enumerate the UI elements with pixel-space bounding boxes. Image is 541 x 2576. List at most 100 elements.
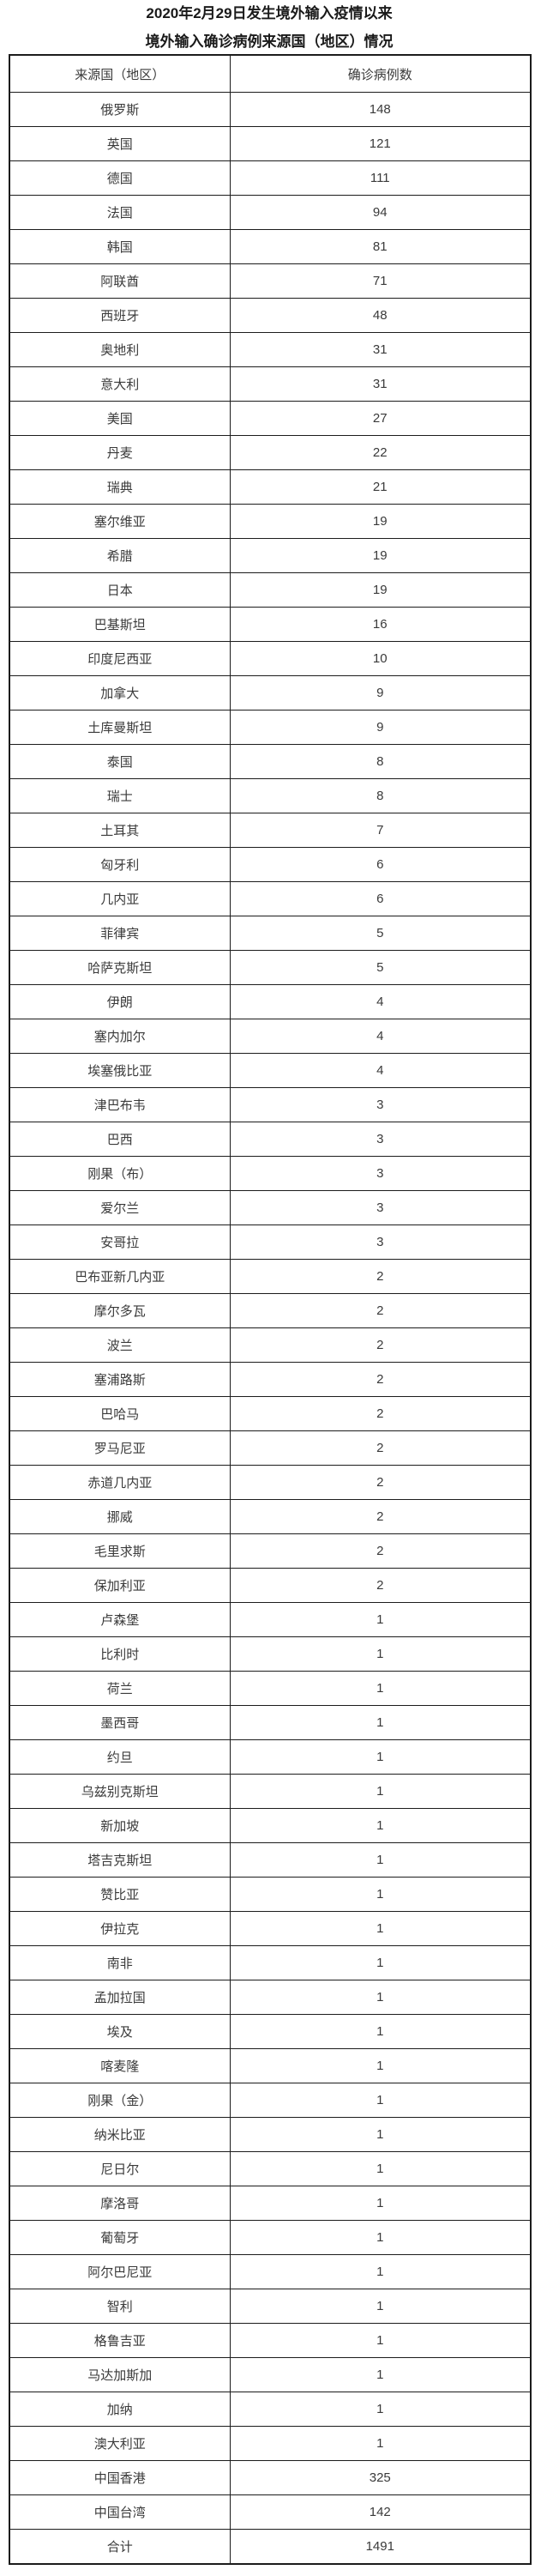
country-cell: 约旦 [9,1739,231,1775]
cases-cell: 2 [229,1568,532,1603]
table-row: 摩尔多瓦 2 [9,1293,532,1328]
table-row: 瑞士 8 [9,778,532,813]
country-cell: 加纳 [9,2392,231,2427]
country-cell: 孟加拉国 [9,1980,231,2015]
table-header: 来源国（地区） 确诊病例数 [9,54,532,93]
cases-cell: 1 [229,2254,532,2289]
cases-cell: 31 [229,332,532,367]
table-row: 阿尔巴尼亚 1 [9,2254,532,2289]
header-row: 来源国（地区） 确诊病例数 [9,54,532,93]
table-row: 丹麦 22 [9,435,532,470]
cases-cell: 19 [229,538,532,573]
country-cell: 伊拉克 [9,1911,231,1946]
cases-cell: 1 [229,1945,532,1980]
cases-cell: 4 [229,984,532,1019]
table-row: 比利时 1 [9,1636,532,1672]
table-row: 智利 1 [9,2289,532,2324]
table-row: 刚果（布） 3 [9,1156,532,1191]
country-cell: 墨西哥 [9,1705,231,1740]
page-title-line1: 2020年2月29日发生境外输入疫情以来 [146,5,393,21]
table-row: 摩洛哥 1 [9,2186,532,2221]
cases-cell: 1 [229,1842,532,1878]
table-row: 葡萄牙 1 [9,2220,532,2255]
country-cell: 马达加斯加 [9,2357,231,2392]
table-row: 塞浦路斯 2 [9,1362,532,1397]
table-row: 伊朗 4 [9,984,532,1019]
country-cell: 瑞士 [9,778,231,813]
cases-cell: 16 [229,607,532,642]
cases-cell: 1 [229,2151,532,2186]
country-cell: 希腊 [9,538,231,573]
cases-cell: 5 [229,950,532,985]
country-cell: 土库曼斯坦 [9,710,231,745]
table-row: 几内亚 6 [9,881,532,916]
table-row: 塔吉克斯坦 1 [9,1842,532,1878]
cases-cell: 19 [229,504,532,539]
cases-cell: 1 [229,2048,532,2083]
country-cell: 喀麦隆 [9,2048,231,2083]
country-cell: 赤道几内亚 [9,1465,231,1500]
cases-cell: 1 [229,1774,532,1809]
country-cell: 韩国 [9,229,231,264]
cases-cell: 31 [229,366,532,402]
country-cell: 尼日尔 [9,2151,231,2186]
table-row: 约旦 1 [9,1739,532,1775]
cases-cell: 3 [229,1156,532,1191]
country-cell: 乌兹别克斯坦 [9,1774,231,1809]
table-row: 土库曼斯坦 9 [9,710,532,745]
cases-cell: 1 [229,1705,532,1740]
table-row: 哈萨克斯坦 5 [9,950,532,985]
table-row: 中国香港 325 [9,2460,532,2495]
cases-cell: 9 [229,675,532,711]
country-cell: 巴西 [9,1122,231,1157]
country-cell: 几内亚 [9,881,231,916]
table-row: 伊拉克 1 [9,1911,532,1946]
imported-cases-table: 来源国（地区） 确诊病例数 俄罗斯 148 英国 121 德国 111 法国 94 韩国 81 阿联… [9,54,532,2565]
country-cell: 波兰 [9,1327,231,1363]
table-row: 塞内加尔 4 [9,1019,532,1054]
country-cell: 巴布亚新几内亚 [9,1259,231,1294]
page-title: 2020年2月29日发生境外输入疫情以来 境外输入确诊病例来源国（地区）情况 [9,0,530,51]
table-row: 巴西 3 [9,1122,532,1157]
table-row: 法国 94 [9,195,532,230]
country-cell: 葡萄牙 [9,2220,231,2255]
cases-cell: 94 [229,195,532,230]
country-cell: 南非 [9,1945,231,1980]
cases-cell: 8 [229,744,532,779]
country-cell: 爱尔兰 [9,1190,231,1225]
table-row: 菲律宾 5 [9,916,532,951]
cases-cell: 48 [229,298,532,333]
table-row: 日本 19 [9,572,532,608]
cases-cell: 1 [229,2426,532,2461]
table-row: 塞尔维亚 19 [9,504,532,539]
table-row: 尼日尔 1 [9,2151,532,2186]
country-cell: 匈牙利 [9,847,231,882]
country-cell: 罗马尼亚 [9,1430,231,1466]
cases-cell: 6 [229,847,532,882]
table-row: 马达加斯加 1 [9,2357,532,2392]
cases-cell: 3 [229,1122,532,1157]
cases-cell: 22 [229,435,532,470]
table-body: 俄罗斯 148 英国 121 德国 111 法国 94 韩国 81 阿联酋 71 西班牙 48 奥地利 31 意… [9,92,532,2565]
cases-cell: 19 [229,572,532,608]
cases-cell: 2 [229,1465,532,1500]
total-value-cell: 1491 [229,2529,532,2565]
table-row: 土耳其 7 [9,813,532,848]
cases-cell: 121 [229,126,532,161]
cases-cell: 2 [229,1533,532,1569]
table-row: 俄罗斯 148 [9,92,532,127]
table-row: 匈牙利 6 [9,847,532,882]
cases-cell: 2 [229,1362,532,1397]
total-row: 合计 1491 [9,2529,532,2565]
country-cell: 俄罗斯 [9,92,231,127]
table-row: 荷兰 1 [9,1671,532,1706]
cases-cell: 1 [229,2357,532,2392]
country-cell: 中国香港 [9,2460,231,2495]
cases-cell: 21 [229,469,532,505]
country-cell: 澳大利亚 [9,2426,231,2461]
cases-cell: 5 [229,916,532,951]
country-cell: 比利时 [9,1636,231,1672]
cases-cell: 1 [229,2014,532,2049]
table-row: 阿联酋 71 [9,263,532,299]
country-cell: 哈萨克斯坦 [9,950,231,985]
